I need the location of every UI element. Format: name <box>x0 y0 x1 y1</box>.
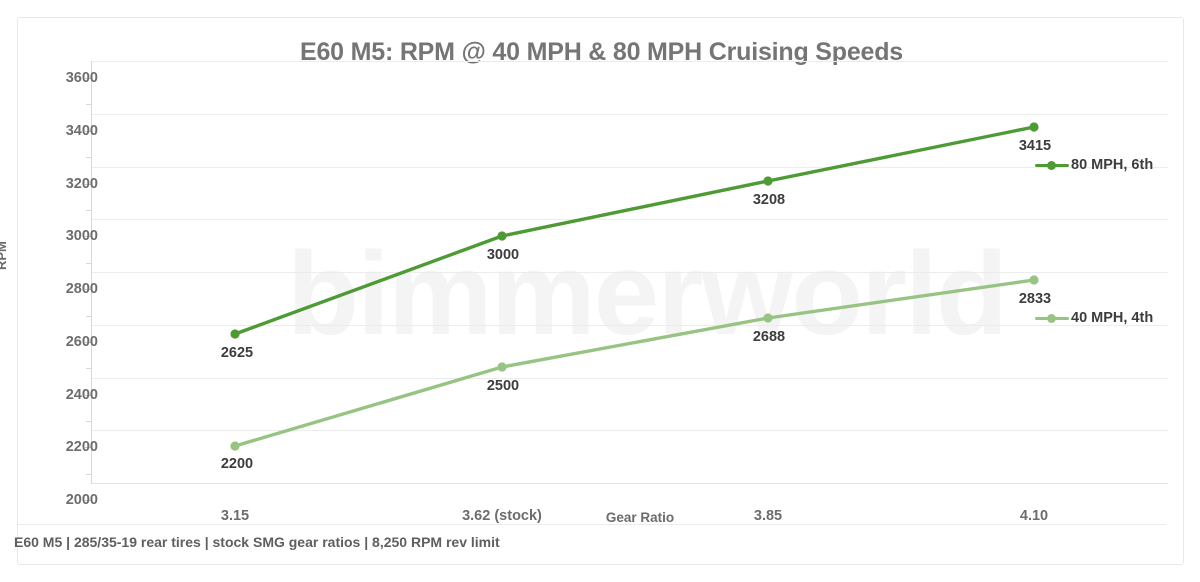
legend-label-40mph: 40 MPH, 4th <box>1071 310 1154 326</box>
data-label-80mph-3: 3208 <box>752 192 786 208</box>
y-tick-3400 <box>85 131 92 132</box>
data-label-80mph-4: 3415 <box>1018 138 1052 154</box>
y-tick-3000 <box>85 236 92 237</box>
data-label-40mph-2: 2500 <box>486 378 520 394</box>
y-tick-2900 <box>86 263 91 264</box>
data-label-80mph-2: 3000 <box>486 247 520 263</box>
y-tick-2300 <box>86 421 91 422</box>
legend-label-80mph: 80 MPH, 6th <box>1071 157 1154 173</box>
y-axis-line <box>91 61 92 484</box>
data-label-40mph-4: 2833 <box>1018 291 1052 307</box>
y-tick-2800 <box>85 289 92 290</box>
legend-swatch-80mph <box>1035 158 1069 172</box>
y-axis-label-2000: 2000 <box>65 492 98 508</box>
x-axis-label-3: 3.85 <box>753 508 783 524</box>
y-tick-3500 <box>86 104 91 105</box>
gridline-2600 <box>91 325 1168 326</box>
data-label-40mph-1: 2200 <box>220 456 254 472</box>
y-axis-label-2400: 2400 <box>65 387 98 403</box>
y-axis-title: RPM <box>0 241 9 270</box>
y-tick-3200 <box>85 184 92 185</box>
data-label-80mph-1: 2625 <box>220 345 254 361</box>
y-tick-2400 <box>85 395 92 396</box>
footer-divider <box>18 524 1166 525</box>
legend-item-40mph[interactable]: 40 MPH, 4th <box>1035 310 1153 326</box>
y-tick-2000 <box>85 500 92 501</box>
y-tick-2700 <box>86 316 91 317</box>
y-axis-label-3600: 3600 <box>65 70 98 86</box>
y-tick-3100 <box>86 210 91 211</box>
legend-swatch-40mph <box>1035 311 1069 325</box>
y-tick-2500 <box>86 368 91 369</box>
y-axis-label-3200: 3200 <box>65 176 98 192</box>
data-label-40mph-3: 2688 <box>752 329 786 345</box>
y-axis-label-3400: 3400 <box>65 123 98 139</box>
y-axis-label-3000: 3000 <box>65 228 98 244</box>
gridline-2400 <box>91 378 1168 379</box>
x-axis-label-2: 3.62 (stock) <box>462 508 542 524</box>
gridline-3400 <box>91 114 1168 115</box>
gridline-3600 <box>91 61 1168 62</box>
y-tick-3600 <box>85 78 92 79</box>
y-axis-label-2600: 2600 <box>65 334 98 350</box>
gridline-3000 <box>91 219 1168 220</box>
y-axis-label-2800: 2800 <box>65 281 98 297</box>
gridline-3200 <box>91 167 1168 168</box>
chart-footnote: E60 M5 | 285/35-19 rear tires | stock SM… <box>14 534 500 550</box>
y-axis-label-2200: 2200 <box>65 439 98 455</box>
gridline-2200 <box>91 430 1168 431</box>
gridline-2800 <box>91 272 1168 273</box>
x-axis-label-1: 3.15 <box>220 508 250 524</box>
y-tick-3300 <box>86 157 91 158</box>
y-tick-2200 <box>85 447 92 448</box>
y-tick-2600 <box>85 342 92 343</box>
x-axis-label-4: 4.10 <box>1019 508 1049 524</box>
legend-item-80mph[interactable]: 80 MPH, 6th <box>1035 157 1153 173</box>
y-tick-2100 <box>86 474 91 475</box>
x-axis-title: Gear Ratio <box>605 510 675 525</box>
gridline-2000-baseline <box>91 483 1168 484</box>
plot-area <box>91 61 1168 484</box>
